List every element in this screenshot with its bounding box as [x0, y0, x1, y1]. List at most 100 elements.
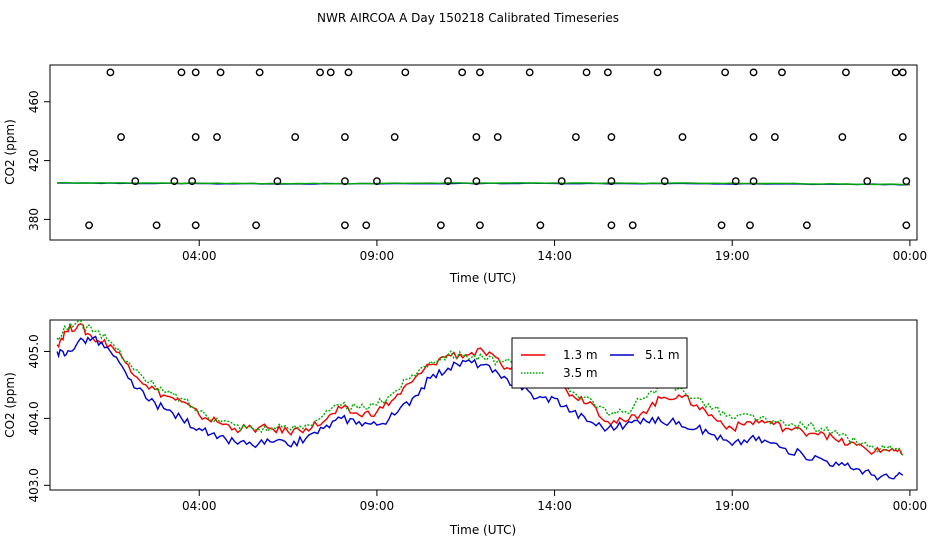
- scatter-point: [291, 133, 300, 141]
- bottom-y-tick-label: 403.0: [27, 468, 41, 502]
- bottom-series-5-1-m: [56, 335, 904, 481]
- scatter-point: [678, 133, 687, 141]
- scatter-point: [401, 68, 410, 77]
- scatter-point: [536, 221, 545, 230]
- top-x-tick-label: 19:00: [715, 249, 750, 263]
- top-y-axis: 380 420 460: [27, 90, 50, 231]
- scatter-point: [362, 221, 371, 230]
- scatter-point: [582, 68, 591, 77]
- scatter-point: [191, 68, 200, 77]
- legend-box: [511, 337, 688, 389]
- scatter-point: [749, 177, 758, 186]
- scatter-point: [106, 68, 115, 77]
- scatter-point: [255, 68, 264, 77]
- bottom-y-tick-label: 405.0: [27, 334, 41, 368]
- scatter-point: [191, 221, 200, 230]
- scatter-point: [373, 177, 381, 186]
- scatter-point: [891, 68, 900, 77]
- top-series-lines: [57, 181, 910, 186]
- bottom-x-axis-label: Time (UTC): [449, 523, 516, 537]
- bottom-y-tick-label: 404.0: [27, 401, 41, 435]
- top-x-axis: 04:00 09:00 14:00 19:00 00:00: [182, 240, 927, 263]
- bottom-series-lines: [56, 319, 904, 481]
- scatter-point: [493, 133, 502, 141]
- bottom-x-tick-label: 04:00: [182, 499, 217, 513]
- scatter-point: [341, 221, 349, 230]
- scatter-point: [653, 68, 662, 77]
- scatter-point: [188, 177, 197, 186]
- scatter-point: [770, 133, 779, 141]
- scatter-point: [603, 68, 612, 77]
- top-y-tick-label: 460: [27, 90, 41, 113]
- bottom-x-tick-label: 09:00: [360, 499, 395, 513]
- scatter-point: [571, 133, 580, 141]
- scatter-point: [458, 68, 467, 77]
- top-series-3-5-m: [57, 181, 910, 186]
- legend-label-1-3m: 1.3 m: [563, 348, 598, 362]
- bottom-series-1-3-m: [56, 323, 904, 456]
- scatter-point: [472, 133, 481, 141]
- scatter-point: [191, 133, 200, 141]
- bottom-x-axis: 04:00 09:00 14:00 19:00 00:00: [182, 490, 927, 513]
- top-x-tick-label: 04:00: [182, 249, 217, 263]
- bottom-plot-frame: [49, 319, 918, 491]
- scatter-point: [170, 177, 179, 186]
- bottom-panel: 04:00 09:00 14:00 19:00 00:00 403.0 404.0 405.…: [3, 319, 927, 537]
- scatter-point: [344, 68, 353, 77]
- scatter-point: [444, 177, 452, 186]
- scatter-point: [476, 68, 484, 77]
- bottom-x-tick-label: 19:00: [715, 499, 750, 513]
- scatter-point: [746, 221, 754, 230]
- top-plot-frame: [49, 64, 918, 241]
- scatter-point: [273, 177, 282, 186]
- bottom-series-3-5-m: [56, 319, 904, 456]
- bottom-y-axis: 403.0 404.0 405.0: [27, 334, 50, 502]
- legend-label-5-1m: 5.1 m: [645, 348, 680, 362]
- scatter-point: [436, 221, 445, 230]
- top-y-tick-label: 420: [27, 149, 41, 172]
- scatter-point: [557, 177, 566, 186]
- scatter-point: [838, 133, 847, 141]
- scatter-point: [863, 177, 872, 186]
- scatter-point: [525, 68, 534, 77]
- scatter-point: [341, 177, 349, 186]
- scatter-point: [326, 68, 335, 77]
- scatter-point: [802, 221, 811, 230]
- scatter-point: [660, 177, 669, 186]
- scatter-point: [731, 177, 740, 186]
- scatter-point: [717, 221, 726, 230]
- scatter-point: [390, 133, 399, 141]
- scatter-point: [898, 68, 907, 77]
- scatter-point: [749, 68, 758, 77]
- top-panel: 04:00 09:00 14:00 19:00 00:00 380 420 460 Time…: [3, 64, 927, 285]
- top-x-tick-label: 09:00: [360, 249, 395, 263]
- scatter-point: [476, 221, 484, 230]
- scatter-point: [607, 221, 616, 230]
- scatter-point: [152, 221, 161, 230]
- scatter-point: [341, 133, 349, 141]
- scatter-point: [898, 133, 907, 141]
- scatter-point: [607, 133, 616, 141]
- figure-title: NWR AIRCOA A Day 150218 Calibrated Times…: [317, 11, 619, 25]
- scatter-point: [252, 221, 260, 230]
- bottom-x-tick-label: 14:00: [537, 499, 572, 513]
- top-y-axis-label: CO2 (ppm): [3, 119, 17, 185]
- scatter-point: [213, 133, 221, 141]
- legend: 1.3 m 5.1 m 3.5 m: [511, 337, 688, 389]
- scatter-point: [607, 177, 616, 186]
- top-y-tick-label: 380: [27, 208, 41, 231]
- scatter-point: [902, 221, 911, 230]
- scatter-point: [472, 177, 481, 186]
- scatter-point: [85, 221, 93, 230]
- legend-label-3-5m: 3.5 m: [563, 366, 598, 380]
- scatter-point: [216, 68, 225, 77]
- top-x-axis-label: Time (UTC): [449, 271, 516, 285]
- scatter-point: [117, 133, 125, 141]
- scatter-point: [628, 221, 637, 230]
- scatter-point: [316, 68, 324, 77]
- scatter-point: [721, 68, 730, 77]
- scatter-point: [749, 133, 758, 141]
- scatter-point: [902, 177, 911, 186]
- scatter-point: [131, 177, 140, 186]
